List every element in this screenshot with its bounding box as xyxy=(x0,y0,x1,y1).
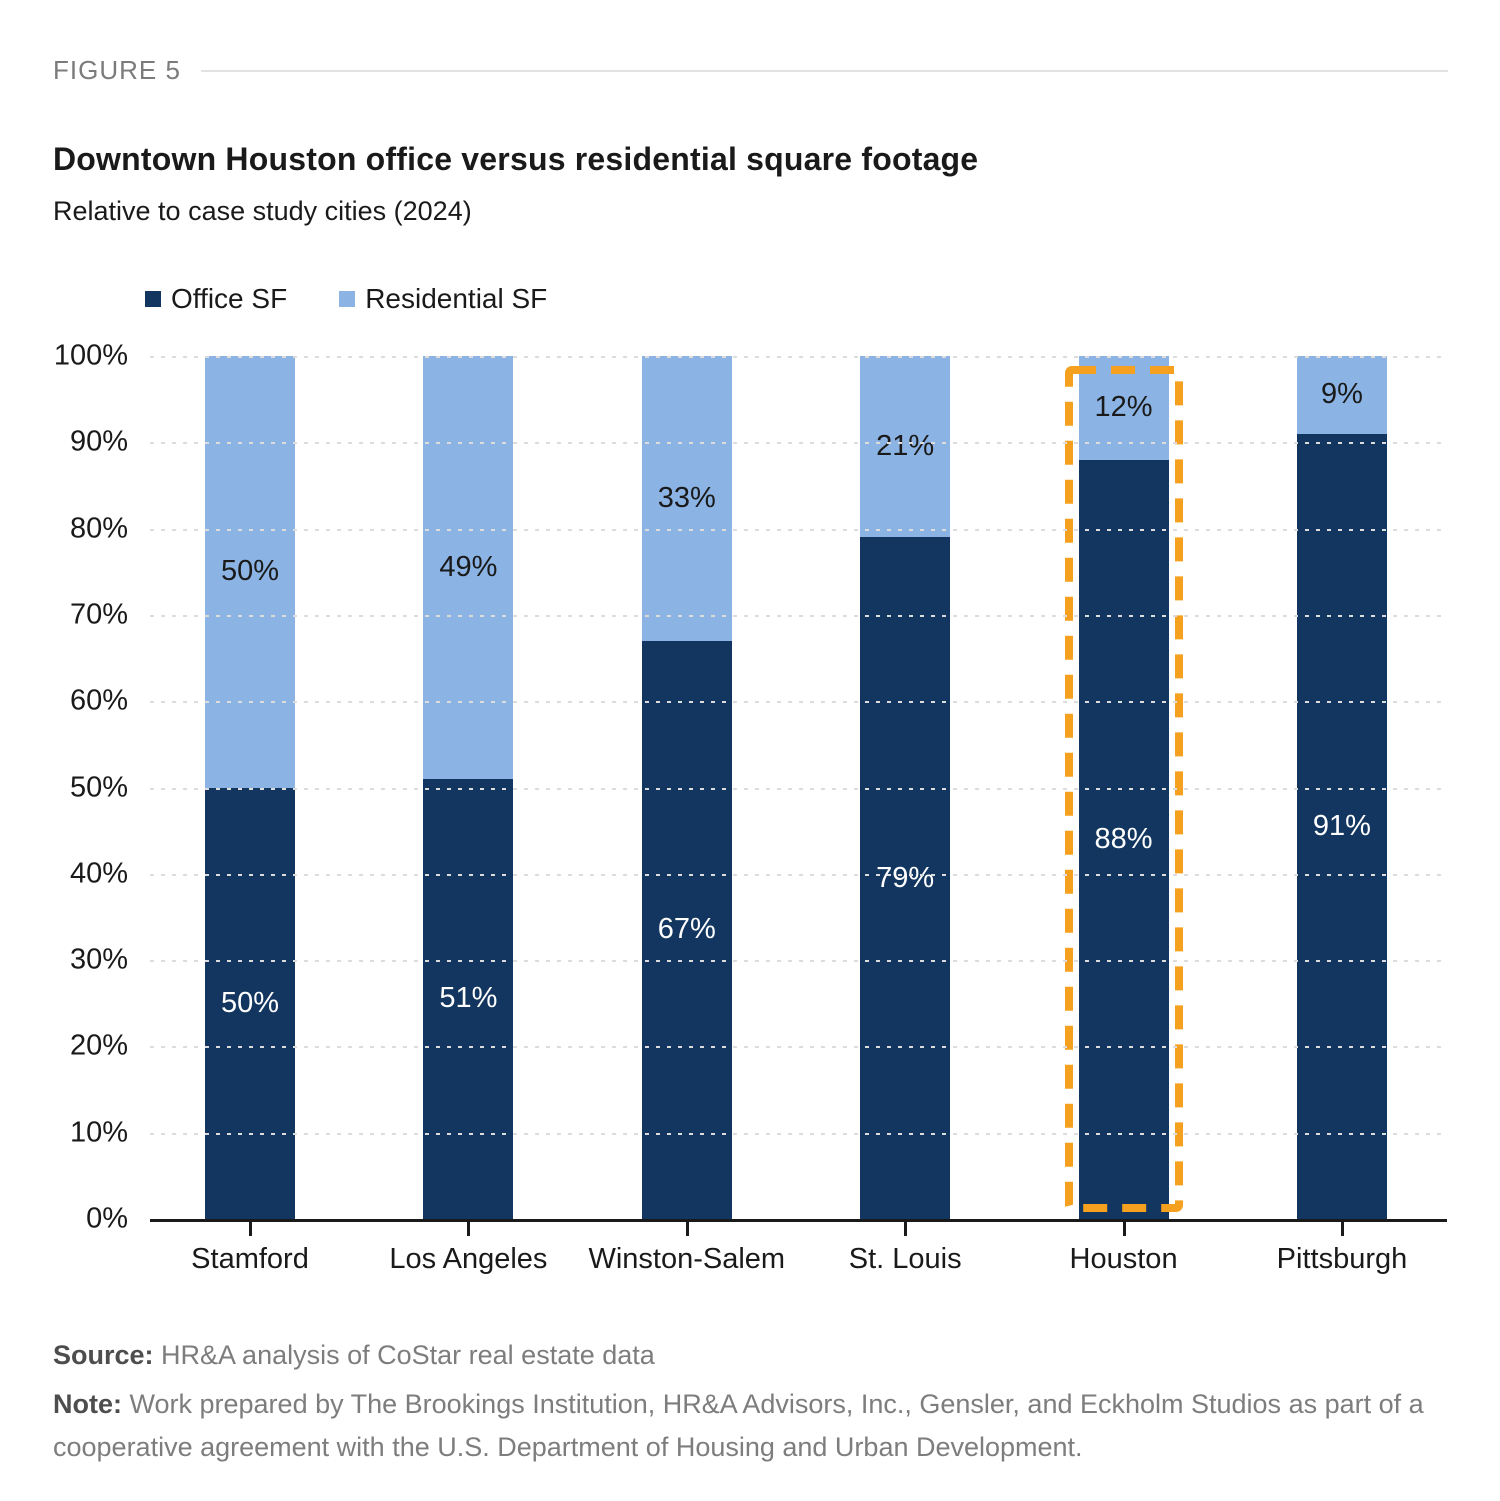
office-segment: 88% xyxy=(1078,459,1169,1219)
legend-swatch-icon xyxy=(145,291,161,307)
gridline-20 xyxy=(150,1046,1447,1049)
office-segment: 79% xyxy=(860,537,951,1219)
residential-value-label: 50% xyxy=(220,555,280,588)
residential-segment: 21% xyxy=(860,356,951,538)
gridline-80 xyxy=(150,528,1447,531)
office-value-label: 91% xyxy=(1312,809,1371,842)
gridline-30 xyxy=(150,960,1447,963)
y-axis-tick-label-20: 20% xyxy=(69,1029,128,1062)
residential-segment: 9% xyxy=(1296,356,1387,434)
gridline-40 xyxy=(150,873,1447,876)
office-value-label: 51% xyxy=(439,982,498,1015)
legend-swatch-icon xyxy=(339,291,356,307)
x-axis-category-label: Pittsburgh xyxy=(1276,1243,1408,1275)
source-label: Source: xyxy=(53,1340,154,1370)
gridline-90 xyxy=(150,442,1447,445)
x-axis-tick xyxy=(904,1222,908,1236)
y-axis-tick-label-0: 0% xyxy=(86,1202,128,1235)
office-segment: 50% xyxy=(205,787,295,1219)
gridline-60 xyxy=(150,701,1447,704)
residential-value-label: 9% xyxy=(1320,378,1363,411)
residential-segment: 50% xyxy=(205,356,295,788)
chart-subtitle: Relative to case study cities (2024) xyxy=(53,196,472,226)
residential-value-label: 49% xyxy=(439,550,498,583)
gridline-100 xyxy=(150,356,1447,358)
figure-divider-line xyxy=(200,69,1448,72)
x-axis-category-label: Los Angeles xyxy=(389,1243,548,1275)
x-axis-tick xyxy=(685,1222,689,1236)
office-segment: 51% xyxy=(423,778,514,1219)
note-text: Work prepared by The Brookings Instituti… xyxy=(53,1389,1424,1462)
source-line: Source: HR&A analysis of CoStar real est… xyxy=(53,1334,1453,1377)
x-axis-tick xyxy=(1122,1222,1126,1236)
gridline-70 xyxy=(150,614,1447,617)
y-axis-tick-label-60: 60% xyxy=(69,684,128,717)
x-axis-category-label: Houston xyxy=(1069,1243,1178,1275)
office-value-label: 79% xyxy=(876,861,935,894)
residential-value-label: 33% xyxy=(657,481,716,514)
gridline-10 xyxy=(150,1132,1447,1135)
office-value-label: 67% xyxy=(657,913,716,946)
y-axis-tick-label-70: 70% xyxy=(69,598,128,631)
residential-segment: 33% xyxy=(641,356,732,641)
residential-value-label: 21% xyxy=(876,430,935,463)
bars-row: 50% 50% Stamford 49% 51% Los Angeles 33% 67% Win… xyxy=(150,356,1447,1275)
x-axis-tick xyxy=(467,1222,471,1236)
legend-label: Office SF xyxy=(171,283,288,314)
residential-segment: 49% xyxy=(423,356,514,779)
residential-value-label: 12% xyxy=(1094,391,1153,424)
office-segment: 67% xyxy=(641,640,732,1219)
bar-column-winston-salem: 33% 67% Winston-Salem xyxy=(588,356,785,1275)
y-axis-tick-label-40: 40% xyxy=(69,857,128,890)
bar-column-los-angeles: 49% 51% Los Angeles xyxy=(389,356,547,1275)
x-axis-category-label: Stamford xyxy=(191,1243,309,1275)
y-axis-tick-label-100: 100% xyxy=(53,339,128,372)
figure-label: FIGURE 5 xyxy=(53,55,181,85)
bar-column-pittsburgh: 9% 91% Pittsburgh xyxy=(1277,356,1407,1275)
bar-column-stamford: 50% 50% Stamford xyxy=(191,356,309,1275)
office-value-label: 50% xyxy=(220,986,280,1019)
gridline-50 xyxy=(150,787,1447,790)
figure-header: FIGURE 5 xyxy=(53,55,1448,86)
legend-item-1: Residential SF xyxy=(339,283,547,315)
bar-column-st-louis: 21% 79% St. Louis xyxy=(849,356,962,1275)
office-segment: 91% xyxy=(1296,433,1387,1219)
x-axis-category-label: Winston-Salem xyxy=(588,1243,786,1275)
chart-legend: Office SF Residential SF xyxy=(145,283,547,315)
legend-item-0: Office SF xyxy=(145,283,287,315)
x-axis-tick xyxy=(1340,1222,1344,1236)
chart-title: Downtown Houston office versus residenti… xyxy=(53,141,979,177)
note-line: Note: Work prepared by The Brookings Ins… xyxy=(53,1383,1453,1469)
footer-notes: Source: HR&A analysis of CoStar real est… xyxy=(53,1334,1453,1475)
y-axis-tick-label-80: 80% xyxy=(69,512,128,545)
legend-label: Residential SF xyxy=(365,283,548,314)
plot-area: 50% 50% Stamford 49% 51% Los Angeles 33% 67% Win… xyxy=(54,340,1447,1275)
note-label: Note: xyxy=(53,1389,122,1419)
y-axis-tick-label-50: 50% xyxy=(69,771,128,803)
y-axis-tick-label-90: 90% xyxy=(69,425,128,458)
y-axis-tick-label-10: 10% xyxy=(69,1116,128,1149)
x-axis-tick xyxy=(249,1222,252,1236)
source-text: HR&A analysis of CoStar real estate data xyxy=(153,1340,655,1370)
x-axis-category-label: St. Louis xyxy=(848,1243,962,1275)
y-axis-tick-label-30: 30% xyxy=(69,943,128,976)
office-value-label: 88% xyxy=(1094,822,1153,855)
